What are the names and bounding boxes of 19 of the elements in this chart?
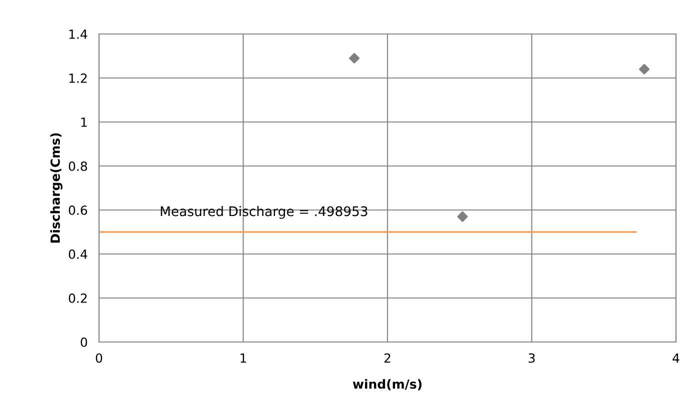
x-axis-title: wind(m/s) — [352, 379, 422, 390]
point — [349, 52, 360, 64]
point — [638, 64, 650, 74]
y-tick-label: 1.4 — [69, 30, 88, 39]
x-tick-label: 3 — [528, 353, 535, 363]
y-tick-label: 0.8 — [68, 161, 88, 171]
x-tick-label: 0 — [96, 353, 102, 363]
x-tick-label: 2 — [384, 353, 390, 363]
y-tick-label: 0.2 — [68, 293, 87, 303]
x-tick-label: 1 — [240, 353, 246, 363]
y-tick-label: 0 — [80, 337, 88, 347]
y-tick-label: 1.2 — [69, 73, 87, 83]
y-axis-title: Discharge(Cms) — [50, 133, 62, 243]
annotation: Measured Discharge = .498953 — [160, 206, 368, 219]
point — [457, 211, 468, 222]
y-tick-label: 0.4 — [68, 249, 88, 259]
y-tick-label: 1 — [81, 118, 87, 127]
y-tick-label: 0.6 — [68, 205, 88, 215]
x-tick-label: 4 — [672, 353, 680, 363]
